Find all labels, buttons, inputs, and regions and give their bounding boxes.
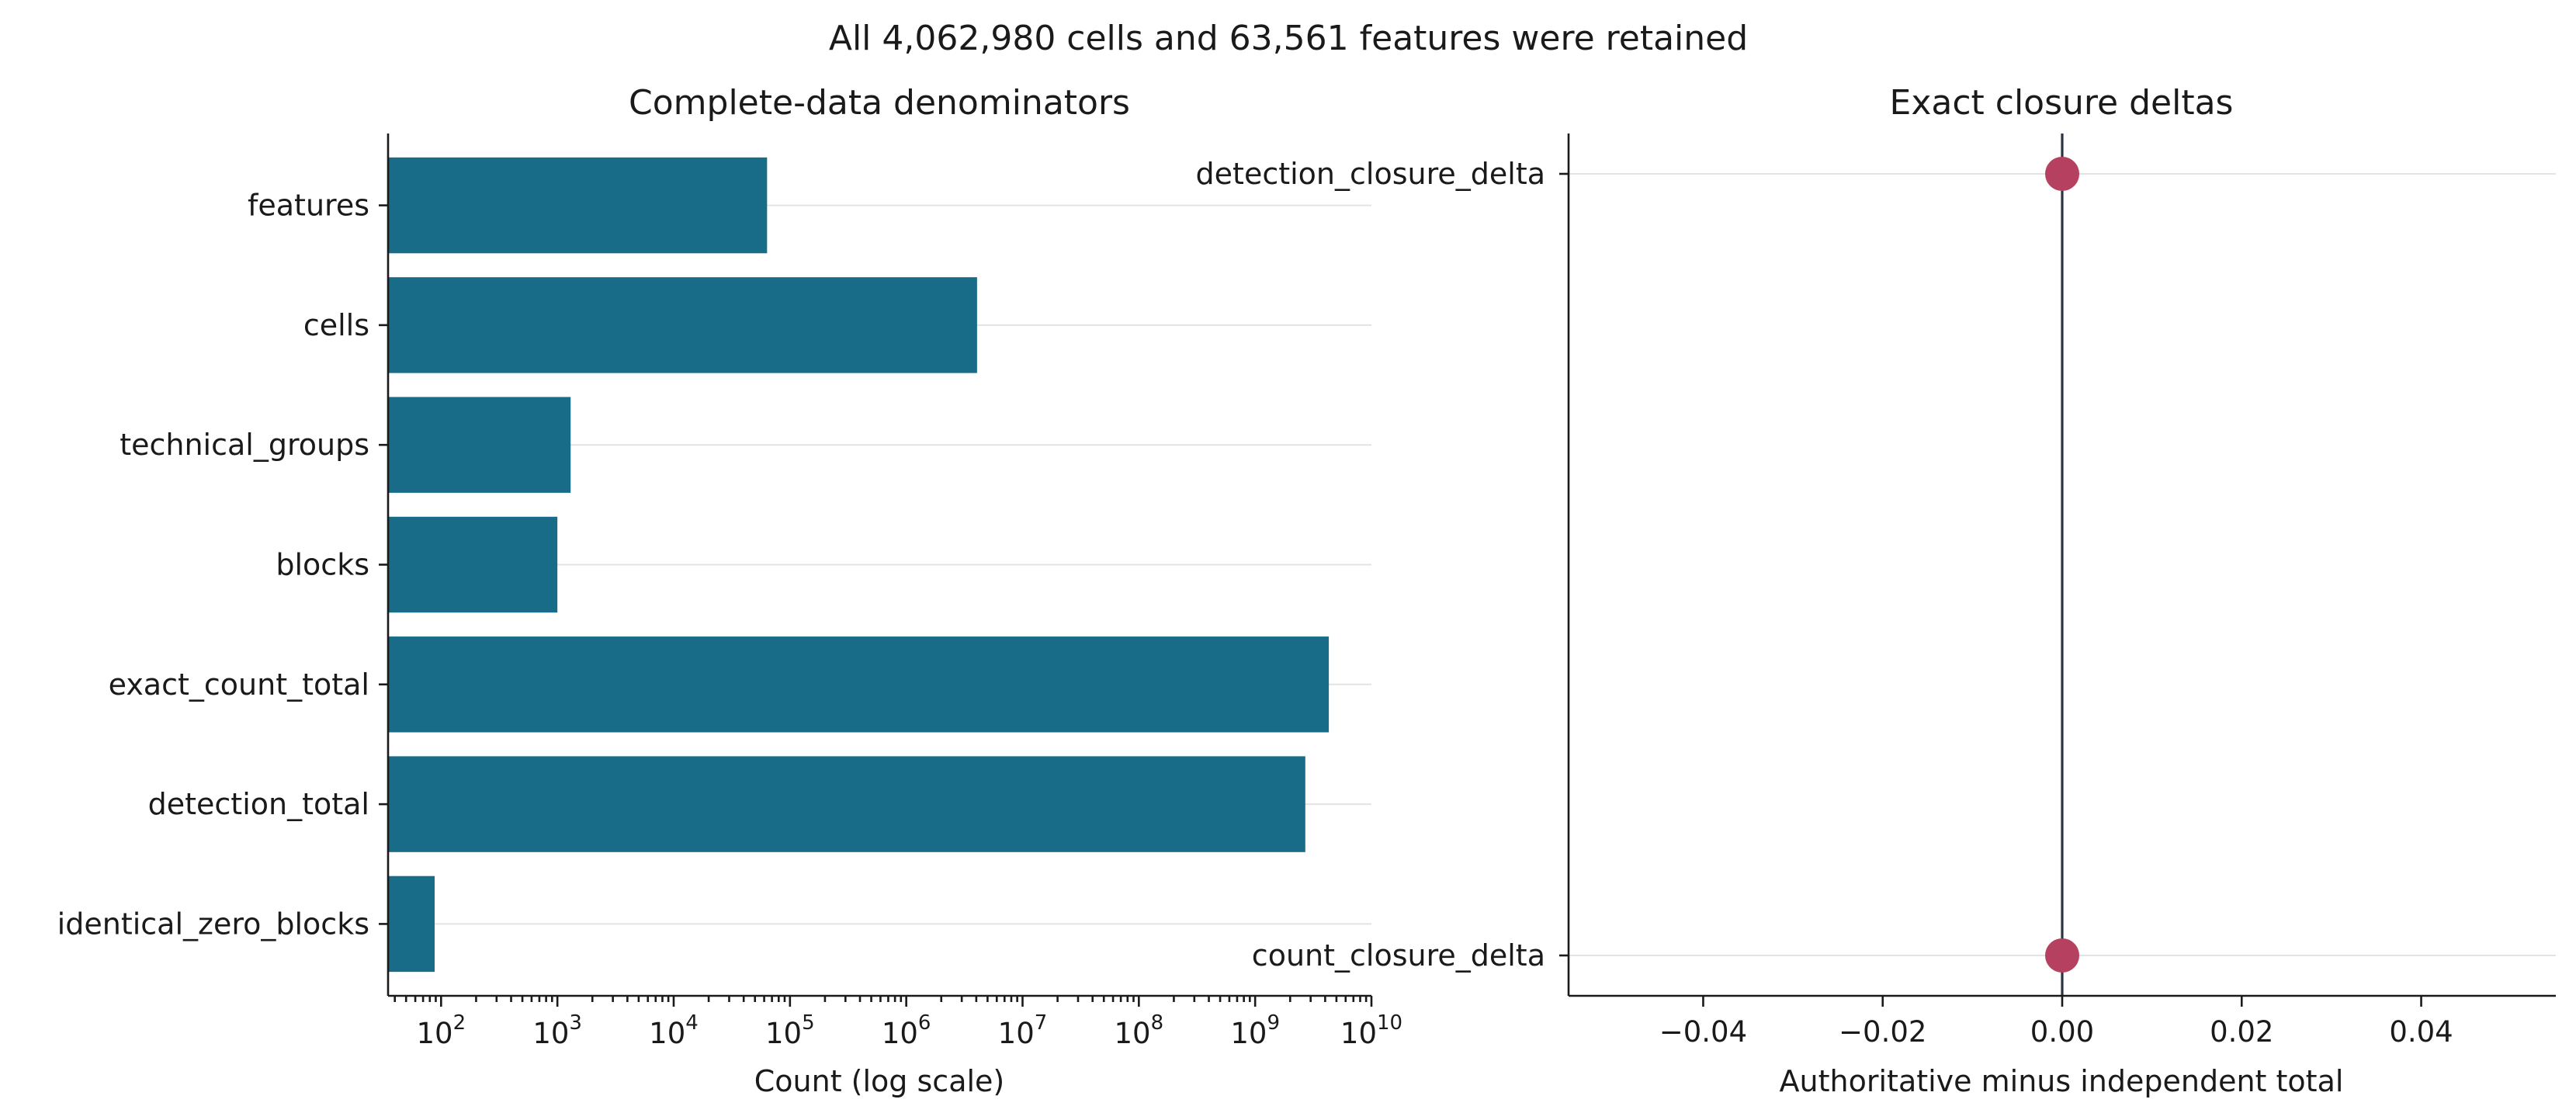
bar-features xyxy=(388,158,767,253)
xtick-label: 109 xyxy=(1230,1011,1280,1050)
ylabel-detection-closure-delta: detection_closure_delta xyxy=(1196,157,1545,191)
xtick-label: 0.04 xyxy=(2389,1015,2453,1049)
xtick-label: 103 xyxy=(532,1011,582,1050)
bar-technical-groups xyxy=(388,397,570,492)
bar-identical-zero-blocks xyxy=(388,876,435,972)
xtick-label: 108 xyxy=(1115,1011,1164,1050)
ylabel-detection-total: detection_total xyxy=(148,787,369,821)
xtick-label: 105 xyxy=(765,1011,815,1050)
bar-exact-count-total xyxy=(388,636,1329,732)
ylabel-cells: cells xyxy=(303,308,369,342)
xtick-label: 0.02 xyxy=(2210,1015,2273,1049)
point-detection-closure-delta xyxy=(2045,157,2079,191)
xtick-label: 0.00 xyxy=(2030,1015,2094,1049)
bar-cells xyxy=(388,277,977,373)
xtick-label: 104 xyxy=(649,1011,699,1050)
ylabel-identical-zero-blocks: identical_zero_blocks xyxy=(57,907,369,941)
closure-deltas-title: Exact closure deltas xyxy=(1890,83,2234,123)
xtick-label: −0.02 xyxy=(1839,1015,1926,1049)
denominators-x-label: Count (log scale) xyxy=(754,1064,1005,1098)
bar-detection-total xyxy=(388,756,1305,851)
point-count-closure-delta xyxy=(2045,938,2079,973)
ylabel-count-closure-delta: count_closure_delta xyxy=(1252,938,1545,973)
figure-suptitle: All 4,062,980 cells and 63,561 features … xyxy=(829,19,1748,58)
xtick-label: 106 xyxy=(882,1011,931,1050)
bar-blocks xyxy=(388,517,557,612)
closure-deltas-x-label: Authoritative minus independent total xyxy=(1780,1064,2344,1098)
xtick-label: 1010 xyxy=(1340,1011,1402,1050)
ylabel-technical-groups: technical_groups xyxy=(120,428,369,462)
closure-deltas-panel: Exact closure deltas detection_closure_d… xyxy=(1196,83,2556,1098)
xtick-label: 102 xyxy=(416,1011,466,1050)
denominators-panel: Complete-data denominators features cells… xyxy=(57,83,1402,1098)
xtick-label: −0.04 xyxy=(1659,1015,1747,1049)
xtick-label: 107 xyxy=(998,1011,1048,1050)
ylabel-features: features xyxy=(248,189,369,223)
denominators-title: Complete-data denominators xyxy=(629,83,1130,123)
ylabel-exact-count-total: exact_count_total xyxy=(109,667,369,702)
ylabel-blocks: blocks xyxy=(276,548,369,582)
